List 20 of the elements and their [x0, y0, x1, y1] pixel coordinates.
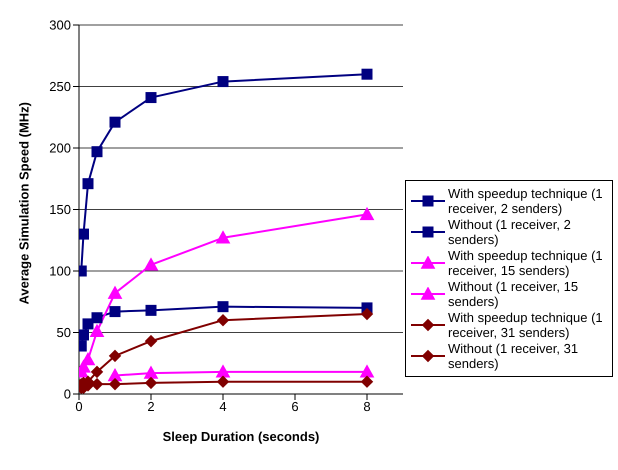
legend-label: Without (1 receiver, 31 senders) — [448, 341, 580, 371]
y-axis-title: Average Simulation Speed (MHz) — [16, 102, 32, 304]
y-tick-label: 100 — [49, 264, 71, 279]
legend-label: Without (1 receiver, 2 senders) — [448, 217, 572, 247]
y-tick-label: 250 — [49, 79, 71, 94]
x-tick-label: 4 — [219, 399, 227, 414]
y-tick-label: 50 — [56, 325, 71, 340]
legend-label: With speedup technique (1 receiver, 15 senders) — [448, 248, 604, 278]
x-tick-label: 2 — [147, 399, 155, 414]
legend-label: Without (1 receiver, 15 senders) — [448, 279, 580, 309]
legend-label: With speedup technique (1 receiver, 2 senders) — [448, 186, 604, 216]
y-tick-label: 150 — [49, 202, 71, 218]
x-axis-title: Sleep Duration (seconds) — [162, 429, 320, 444]
y-tick-label: 0 — [64, 386, 71, 402]
x-tick-label: 8 — [363, 399, 371, 414]
x-tick-label: 0 — [75, 399, 83, 414]
y-tick-label: 200 — [49, 140, 71, 156]
legend-label: With speedup technique (1 receiver, 31 senders) — [448, 310, 604, 340]
x-tick-label: 6 — [291, 399, 299, 414]
y-tick-label: 300 — [49, 18, 71, 33]
